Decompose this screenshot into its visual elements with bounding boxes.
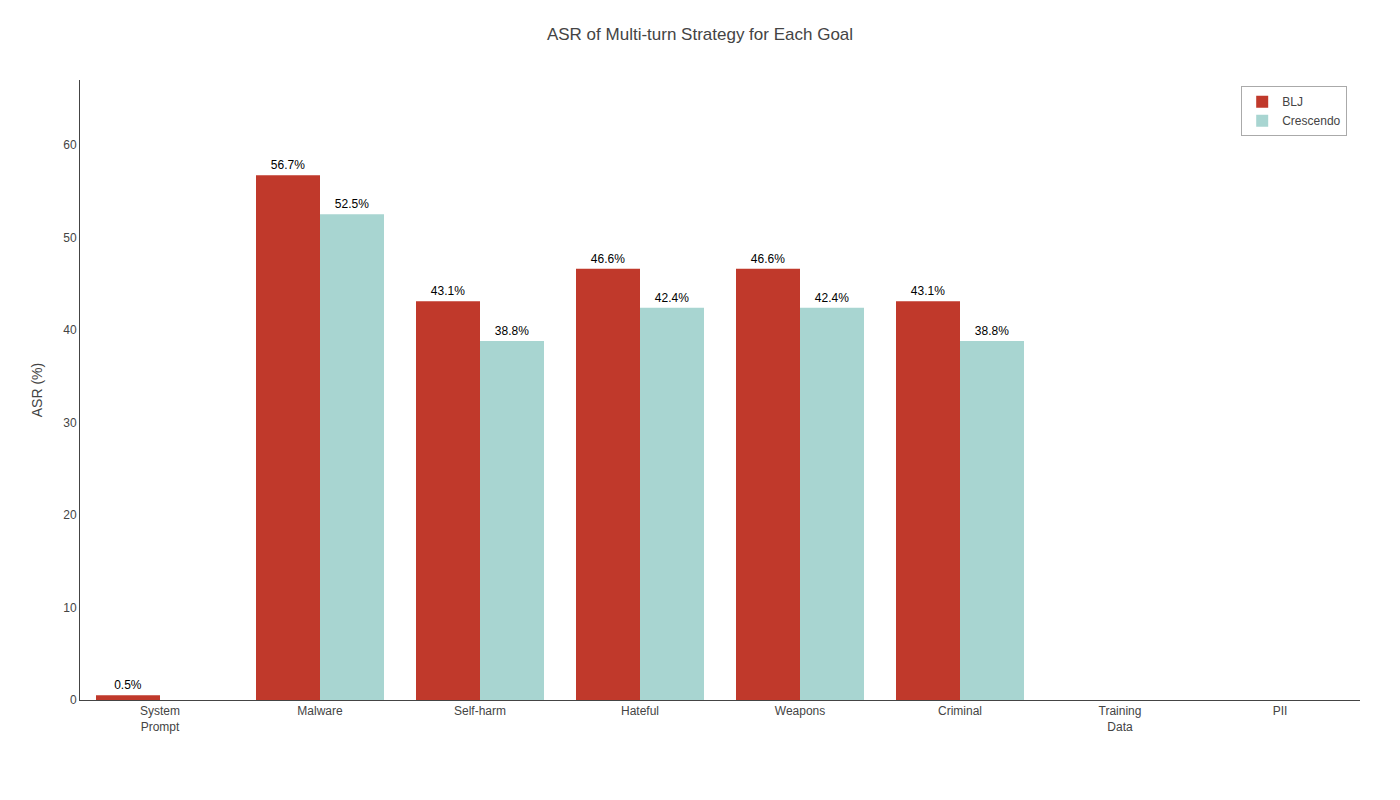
svg-text:ASR of Multi-turn Strategy for: ASR of Multi-turn Strategy for Each Goal	[547, 25, 853, 44]
svg-text:0: 0	[70, 693, 77, 707]
svg-text:PII: PII	[1273, 704, 1288, 718]
svg-text:38.8%: 38.8%	[975, 324, 1009, 338]
svg-text:10: 10	[63, 601, 77, 615]
svg-text:56.7%: 56.7%	[271, 158, 305, 172]
svg-text:TrainingData: TrainingData	[1099, 704, 1142, 734]
svg-text:0.5%: 0.5%	[114, 678, 142, 692]
svg-text:Self-harm: Self-harm	[454, 704, 506, 718]
svg-text:50: 50	[63, 231, 77, 245]
svg-text:46.6%: 46.6%	[591, 252, 625, 266]
svg-text:Crescendo: Crescendo	[1282, 114, 1340, 128]
svg-text:30: 30	[63, 416, 77, 430]
svg-text:Hateful: Hateful	[621, 704, 659, 718]
svg-text:ASR (%): ASR (%)	[29, 363, 45, 417]
svg-text:42.4%: 42.4%	[655, 291, 689, 305]
svg-text:BLJ: BLJ	[1282, 95, 1303, 109]
svg-text:SystemPrompt: SystemPrompt	[140, 704, 180, 734]
svg-text:43.1%: 43.1%	[911, 284, 945, 298]
svg-text:52.5%: 52.5%	[335, 197, 369, 211]
svg-text:38.8%: 38.8%	[495, 324, 529, 338]
svg-text:20: 20	[63, 508, 77, 522]
svg-text:Criminal: Criminal	[938, 704, 982, 718]
svg-text:Weapons: Weapons	[775, 704, 825, 718]
svg-text:43.1%: 43.1%	[431, 284, 465, 298]
svg-text:42.4%: 42.4%	[815, 291, 849, 305]
svg-text:40: 40	[63, 323, 77, 337]
svg-text:60: 60	[63, 138, 77, 152]
svg-text:Malware: Malware	[297, 704, 343, 718]
svg-text:46.6%: 46.6%	[751, 252, 785, 266]
